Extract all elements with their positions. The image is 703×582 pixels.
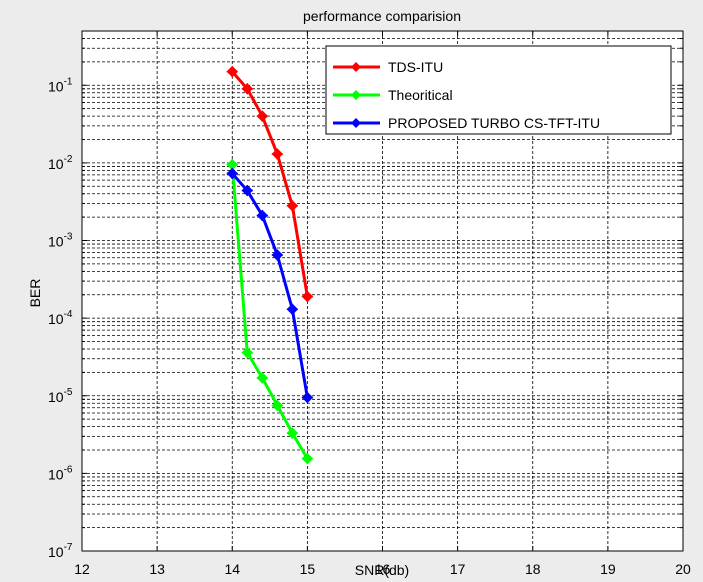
data-point-cross: [256, 110, 268, 122]
legend-swatch-marker: [351, 90, 361, 100]
legend-swatch-marker: [351, 62, 361, 72]
x-tick-label: 18: [525, 561, 541, 577]
x-tick-labels: 12 13 14 15 16 17 18 19 20: [74, 561, 691, 577]
legend-box: [325, 45, 672, 135]
legend-items: TDS-ITU Theoritical PROPOSED TURBO CS-TFT-…: [333, 59, 600, 131]
data-point-cross: [301, 453, 313, 465]
y-tick-label: 10-4: [48, 309, 73, 327]
data-point-cross: [271, 148, 283, 160]
series-1: [226, 158, 314, 465]
x-tick-label: 12: [74, 561, 90, 577]
data-point-cross: [301, 290, 313, 302]
data-point-cross: [241, 347, 253, 359]
y-tick-label: 10-7: [48, 542, 73, 560]
data-point-cross: [256, 209, 268, 221]
y-tick-label: 10-1: [48, 76, 73, 94]
y-tick-labels: 10-7 10-6 10-5 10-4 10-3 10-2 10-1: [48, 76, 73, 560]
legend-item: Theoritical: [333, 87, 453, 103]
legend-item: TDS-ITU: [333, 59, 443, 75]
data-series-layer: [226, 65, 314, 465]
series-2: [226, 167, 314, 404]
legend-label: PROPOSED TURBO CS-TFT-ITU: [388, 115, 600, 131]
data-point-cross: [271, 399, 283, 411]
y-tick-label: 10-2: [48, 154, 73, 172]
legend-label: Theoritical: [388, 87, 453, 103]
data-point-cross: [226, 66, 238, 78]
axis-ticks: [81, 30, 684, 552]
legend-swatch-marker: [351, 118, 361, 128]
legend: TDS-ITU Theoritical PROPOSED TURBO CS-TFT-…: [325, 45, 672, 135]
x-tick-label: 17: [450, 561, 466, 577]
x-tick-label: 19: [600, 561, 616, 577]
series-0: [226, 65, 314, 303]
y-tick-label: 10-6: [48, 464, 73, 482]
x-tick-label: 15: [300, 561, 316, 577]
legend-item: PROPOSED TURBO CS-TFT-ITU: [333, 115, 600, 131]
y-tick-label: 10-5: [48, 387, 73, 405]
data-point-cross: [256, 372, 268, 384]
legend-label: TDS-ITU: [388, 59, 443, 75]
x-tick-label: 16: [375, 561, 391, 577]
x-tick-label: 14: [224, 561, 240, 577]
y-tick-label: 10-3: [48, 232, 73, 250]
data-point-cross: [271, 249, 283, 261]
data-point-cross: [241, 185, 253, 197]
chart-title: performance comparision: [303, 8, 461, 24]
x-tick-label: 13: [149, 561, 165, 577]
x-tick-label: 20: [675, 561, 691, 577]
data-point-cross: [286, 303, 298, 315]
data-point-cross: [286, 200, 298, 212]
data-point-cross: [286, 427, 298, 439]
y-axis-label: BER: [27, 279, 43, 308]
data-point-cross: [241, 83, 253, 95]
x-axis-label: SNR(db): [355, 562, 409, 578]
data-point-cross: [301, 391, 313, 403]
data-point-cross: [226, 167, 238, 179]
series-line: [230, 164, 309, 460]
